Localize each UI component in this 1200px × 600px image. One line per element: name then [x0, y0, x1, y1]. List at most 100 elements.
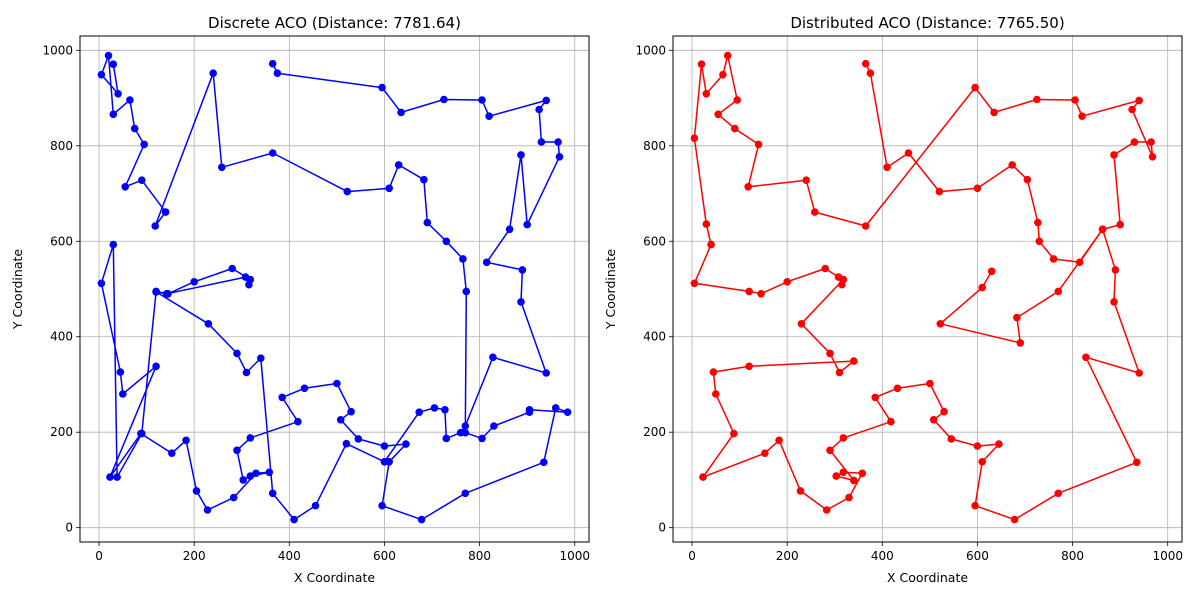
city-point	[731, 124, 739, 133]
city-point	[525, 408, 534, 417]
city-point	[821, 264, 829, 273]
city-point	[990, 108, 998, 117]
city-point	[1082, 353, 1090, 362]
city-point	[257, 354, 265, 363]
y-tick-label: 1000	[635, 43, 666, 57]
x-tick-label: 800	[468, 549, 491, 563]
city-point	[420, 175, 428, 184]
city-point	[347, 407, 355, 416]
city-point	[1033, 95, 1041, 104]
city-point	[461, 422, 470, 430]
x-tick-label: 400	[278, 549, 301, 563]
city-point	[109, 240, 118, 249]
city-point	[535, 105, 543, 114]
city-point	[714, 110, 722, 119]
city-point	[164, 290, 172, 298]
x-tick-label: 200	[776, 549, 799, 563]
city-point	[978, 283, 986, 292]
city-point	[203, 506, 212, 514]
city-point	[209, 69, 217, 77]
city-point	[783, 278, 791, 286]
city-point	[887, 417, 895, 426]
city-point	[192, 487, 201, 495]
city-point	[140, 140, 148, 149]
city-point	[563, 408, 572, 417]
city-point	[1147, 138, 1155, 146]
city-point	[385, 458, 394, 466]
city-point	[1023, 175, 1032, 184]
distributed-aco-chart: 0 200 400 600 800 1000 0 200 400 600 800 1000 Distr…	[603, 14, 1183, 585]
x-tick-label: 600	[373, 549, 396, 563]
city-point	[113, 473, 121, 481]
city-point	[290, 515, 298, 524]
city-point	[228, 264, 236, 273]
city-point	[822, 506, 831, 514]
city-point	[518, 266, 527, 274]
city-point	[482, 258, 491, 267]
city-point	[850, 357, 858, 365]
city-point	[126, 96, 134, 104]
x-axis-label: X Coordinate	[887, 570, 968, 585]
city-point	[152, 362, 160, 371]
city-point	[826, 349, 834, 358]
x-tick-label: 1000	[1152, 549, 1183, 563]
city-point	[971, 501, 979, 510]
city-point	[233, 349, 241, 358]
y-tick-label: 200	[50, 425, 73, 439]
city-point	[1054, 287, 1063, 296]
city-point	[802, 176, 810, 184]
city-point	[1110, 151, 1118, 159]
city-point	[839, 275, 848, 284]
city-point	[119, 390, 127, 398]
grid-lines	[673, 36, 1182, 542]
city-point	[161, 208, 170, 216]
city-point	[252, 469, 260, 478]
city-point	[1135, 369, 1143, 377]
city-point	[839, 434, 848, 442]
city-point	[866, 69, 875, 77]
x-tick-label: 400	[871, 549, 894, 563]
y-tick-label: 1000	[42, 43, 73, 57]
city-point	[709, 368, 718, 376]
city-point	[1008, 161, 1016, 169]
city-point	[730, 429, 738, 438]
plot-frame	[79, 35, 590, 543]
city-point	[871, 393, 879, 402]
city-point	[182, 436, 190, 445]
city-point	[761, 449, 769, 458]
city-point	[1016, 339, 1025, 347]
city-point	[268, 489, 277, 498]
city-point	[242, 368, 251, 377]
city-point	[394, 161, 403, 169]
city-point	[936, 320, 945, 328]
city-point	[719, 70, 727, 79]
city-point	[116, 368, 125, 376]
city-point	[294, 417, 302, 426]
city-point	[440, 95, 448, 104]
city-point	[826, 446, 834, 455]
city-point	[430, 404, 439, 412]
city-point	[690, 134, 699, 142]
city-point	[995, 440, 1003, 448]
city-point	[1049, 255, 1058, 263]
y-tick-label: 400	[643, 330, 666, 344]
city-point	[137, 429, 145, 438]
city-point	[845, 493, 853, 502]
city-point	[1035, 237, 1044, 246]
x-tick-label: 800	[1061, 549, 1084, 563]
city-point	[702, 220, 711, 228]
city-point	[385, 184, 394, 193]
city-point	[490, 422, 498, 430]
grid-lines	[80, 36, 589, 542]
x-axis-label: X Coordinate	[294, 570, 375, 585]
city-point	[246, 275, 255, 284]
city-point	[97, 279, 106, 288]
y-tick-label: 0	[65, 521, 73, 535]
city-point	[702, 90, 711, 98]
city-point	[1034, 218, 1042, 227]
city-point	[699, 473, 707, 481]
city-point	[1010, 515, 1019, 524]
city-point	[342, 439, 351, 448]
city-point	[744, 183, 752, 191]
